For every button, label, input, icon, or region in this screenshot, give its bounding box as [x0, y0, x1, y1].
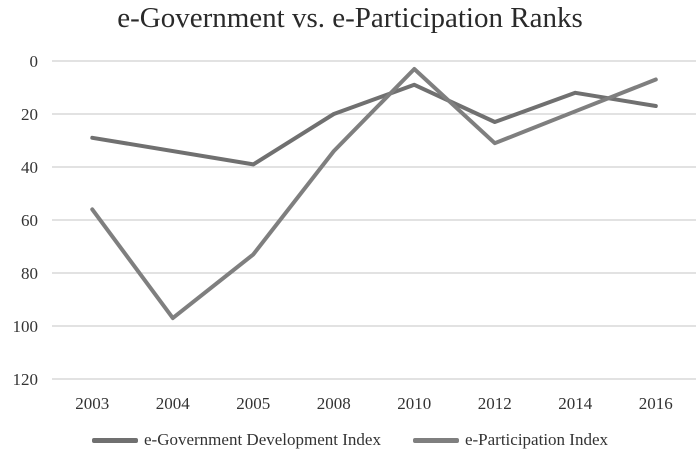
legend-item-egov: e-Government Development Index [91, 428, 381, 452]
y-axis-tick-labels: 0 20 40 60 80 100 120 [13, 52, 39, 389]
x-axis-tick-labels: 2003 2004 2005 2008 2010 2012 2014 2016 [75, 394, 673, 413]
x-tick-label: 2016 [639, 394, 673, 413]
y-tick-label: 0 [30, 52, 39, 71]
legend: e-Government Development Index e-Partici… [0, 428, 700, 452]
x-tick-label: 2005 [236, 394, 270, 413]
legend-label-epart: e-Participation Index [464, 430, 608, 449]
x-tick-label: 2012 [478, 394, 512, 413]
x-tick-label: 2014 [558, 394, 593, 413]
y-tick-label: 80 [21, 264, 38, 283]
legend-swatch-epart [412, 437, 459, 443]
chart-title: e-Government vs. e-Participation Ranks [117, 2, 583, 34]
series-line-0 [90, 82, 658, 167]
series-lines [90, 67, 658, 321]
x-tick-label: 2010 [397, 394, 431, 413]
y-tick-label: 60 [21, 211, 38, 230]
x-tick-label: 2004 [156, 394, 191, 413]
y-tick-label: 20 [21, 105, 38, 124]
gridlines [52, 60, 696, 380]
series-line-1 [90, 67, 658, 321]
y-tick-label: 100 [13, 317, 39, 336]
x-tick-label: 2003 [75, 394, 109, 413]
legend-swatch-egov [91, 437, 138, 443]
x-tick-label: 2008 [317, 394, 351, 413]
legend-label-egov: e-Government Development Index [143, 430, 381, 449]
legend-item-epart: e-Participation Index [412, 428, 608, 452]
y-tick-label: 120 [13, 370, 39, 389]
y-tick-label: 40 [21, 158, 38, 177]
